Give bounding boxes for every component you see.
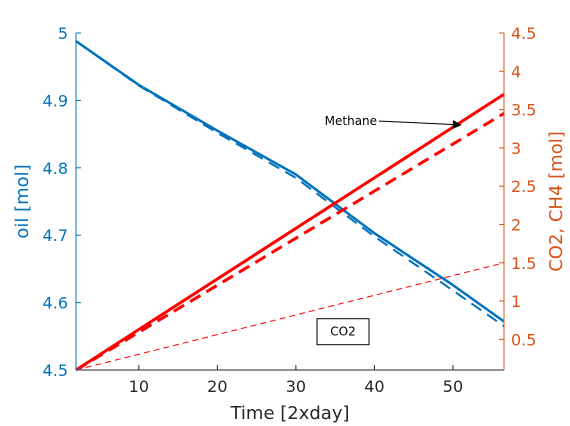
annotation-methane: Methane [325, 114, 377, 128]
right-tick-label: 4 [511, 62, 521, 81]
left-tick-label: 4.6 [43, 294, 68, 313]
left-axis-label: oil [mol] [12, 164, 33, 238]
x-tick-label: 10 [129, 377, 149, 396]
series-line-1 [75, 40, 505, 328]
series-line-4 [75, 262, 505, 371]
right-tick-label: 3 [511, 139, 521, 158]
x-tick-label: 40 [364, 377, 384, 396]
series-line-2 [75, 93, 505, 372]
axes-layer: 10 20 30 40 50 4.5 4.6 4.7 4.8 4.9 5 0.5 1 1.5 2 2.5 3 3.… [12, 24, 567, 424]
left-tick-label: 4.7 [43, 226, 68, 245]
annotation-arrow [378, 120, 462, 130]
right-tick-label: 4.5 [511, 24, 536, 43]
annotation-co2: CO2 [330, 325, 355, 339]
right-tick-label: 0.5 [511, 330, 536, 349]
x-tick-label: 50 [443, 377, 463, 396]
right-axis-label: CO2, CH4 [mol] [546, 131, 567, 272]
right-tick-label: 2 [511, 215, 521, 234]
annotations-layer: Methane CO2 [316, 114, 462, 346]
right-tick-label: 3.5 [511, 101, 536, 120]
right-tick-label: 1.5 [511, 254, 536, 273]
x-tick-label: 20 [207, 377, 227, 396]
x-axis-label: Time [2xday] [229, 403, 349, 424]
series-layer [75, 40, 505, 372]
left-tick-label: 5 [58, 24, 68, 43]
x-tick-label: 30 [286, 377, 306, 396]
annotation-box [316, 318, 370, 346]
left-tick-label: 4.8 [43, 159, 68, 178]
right-tick-label: 1 [511, 292, 521, 311]
series-line-3 [75, 112, 505, 372]
left-tick-label: 4.5 [43, 361, 68, 380]
left-tick-label: 4.9 [43, 91, 68, 110]
right-tick-label: 2.5 [511, 177, 536, 196]
